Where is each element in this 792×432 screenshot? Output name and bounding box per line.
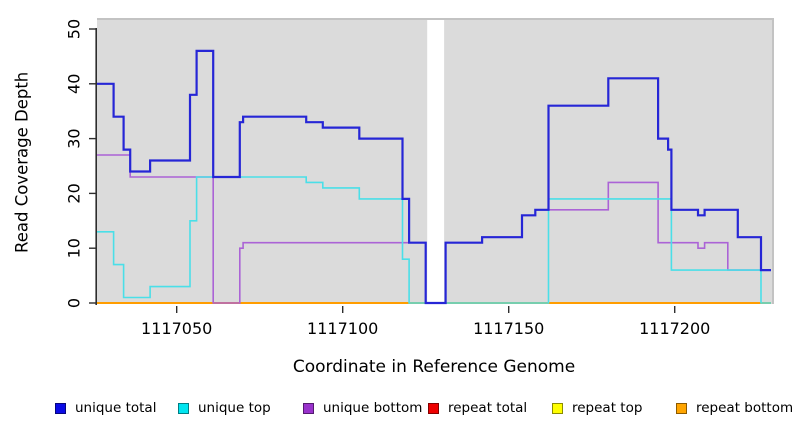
legend-label: unique total	[75, 400, 157, 416]
series-line-unique-top	[97, 176, 771, 304]
legend-item-unique-total: unique total	[55, 399, 156, 417]
series-line-unique-total	[97, 49, 771, 305]
legend-swatch	[428, 402, 439, 414]
y-axis-title: Read Coverage Depth	[12, 71, 32, 253]
legend-swatch	[55, 402, 66, 414]
legend-swatch	[676, 402, 687, 414]
legend-label: repeat bottom	[696, 400, 792, 416]
x-axis-title: Coordinate in Reference Genome	[292, 357, 576, 377]
legend-item-unique-bottom: unique bottom	[303, 399, 422, 417]
y-tick-label: 30	[65, 128, 84, 148]
legend-item-repeat-top: repeat top	[552, 399, 642, 417]
legend-item-unique-top: unique top	[178, 399, 271, 417]
x-tick-label: 1117200	[639, 319, 710, 338]
gap-band	[427, 19, 445, 304]
x-tick-label: 1117050	[141, 319, 212, 338]
y-tick-label: 10	[65, 238, 84, 258]
legend-label: repeat top	[572, 400, 643, 416]
legend-label: unique bottom	[323, 400, 423, 416]
legend-label: repeat total	[448, 400, 528, 416]
legend-item-repeat-total: repeat total	[428, 399, 527, 417]
legend: unique total unique top unique bottom repea…	[0, 399, 792, 423]
y-tick-label: 20	[65, 183, 84, 203]
legend-item-repeat-bottom: repeat bottom	[676, 399, 792, 417]
y-tick-label: 40	[65, 74, 84, 94]
legend-swatch	[552, 402, 563, 414]
x-tick-label: 1117100	[307, 319, 378, 338]
legend-swatch	[178, 402, 189, 414]
x-tick-label: 1117150	[473, 319, 544, 338]
y-tick-label: 0	[65, 298, 84, 308]
legend-swatch	[303, 402, 314, 414]
y-tick-label: 50	[65, 19, 84, 39]
legend-label: unique top	[198, 400, 271, 416]
